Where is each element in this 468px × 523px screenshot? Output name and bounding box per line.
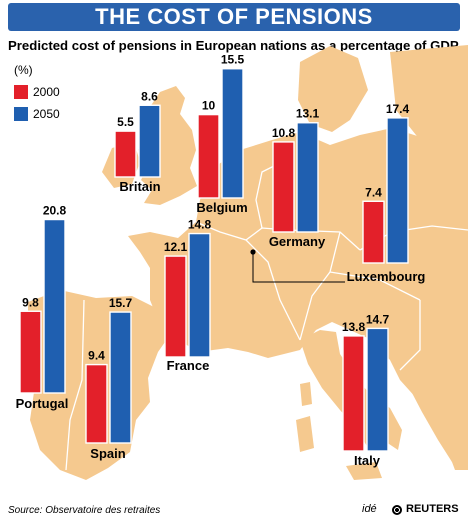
source-note: Source: Observatoire des retraites xyxy=(8,505,161,516)
credit-reuters: REUTERS xyxy=(406,503,459,515)
bar-portugal-2000 xyxy=(19,310,42,394)
legend-label-2050: 2050 xyxy=(33,107,60,121)
map-balkans xyxy=(400,360,468,470)
value-label-italy-2000: 13.8 xyxy=(342,320,366,334)
bar-france-2000 xyxy=(164,255,187,358)
value-label-britain-2050: 8.6 xyxy=(141,89,158,103)
bar-germany-2050 xyxy=(296,122,319,233)
luxembourg-dot xyxy=(250,249,256,255)
value-label-belgium-2050: 15.5 xyxy=(221,53,245,67)
bar-belgium-2050 xyxy=(221,68,244,199)
bar-portugal-2050 xyxy=(43,218,66,394)
title-banner: THE COST OF PENSIONS xyxy=(8,3,460,31)
bar-spain-2050 xyxy=(109,311,132,444)
country-label-spain: Spain xyxy=(90,446,125,461)
value-label-france-2050: 14.8 xyxy=(188,218,212,232)
value-label-france-2000: 12.1 xyxy=(164,240,188,254)
value-label-britain-2000: 5.5 xyxy=(117,115,134,129)
bar-group-portugal: 9.8 20.8 Portugal xyxy=(16,204,69,411)
country-label-italy: Italy xyxy=(354,453,381,468)
luxembourg-pointer xyxy=(252,253,345,283)
bar-group-france: 12.114.8 France xyxy=(164,218,212,373)
bar-italy-2050 xyxy=(366,327,389,452)
country-label-france: France xyxy=(167,358,210,373)
country-label-portugal: Portugal xyxy=(16,396,69,411)
bar-belgium-2000 xyxy=(197,113,220,199)
legend-swatch-2050 xyxy=(14,107,28,121)
bar-luxembourg-2050 xyxy=(386,117,409,264)
bar-group-belgium: 10 15.5 Belgium xyxy=(196,53,247,215)
map-sardinia xyxy=(296,416,314,452)
unit-label: (%) xyxy=(14,63,33,77)
value-label-luxembourg-2050: 17.4 xyxy=(386,102,410,116)
chart-subtitle: Predicted cost of pensions in European n… xyxy=(8,38,459,53)
bar-group-luxembourg: 7.4 17.4 Luxembourg xyxy=(347,102,426,284)
bar-group-spain: 9.4 15.7 Spain xyxy=(85,296,133,461)
map-scandinavia xyxy=(298,46,368,132)
value-label-portugal-2050: 20.8 xyxy=(43,204,67,218)
bar-germany-2000 xyxy=(272,141,295,233)
bar-group-italy: 13.814.7 Italy xyxy=(342,312,390,468)
bar-group-britain: 5.5 8.6 Britain xyxy=(114,89,161,194)
bar-britain-2000 xyxy=(114,130,137,178)
chart-title: THE COST OF PENSIONS xyxy=(95,4,373,29)
bar-luxembourg-2000 xyxy=(362,200,385,264)
bar-britain-2050 xyxy=(138,104,161,178)
value-label-germany-2000: 10.8 xyxy=(272,126,296,140)
bar-italy-2000 xyxy=(342,335,365,452)
value-label-luxembourg-2000: 7.4 xyxy=(365,185,382,199)
country-label-belgium: Belgium xyxy=(196,200,247,215)
bar-spain-2000 xyxy=(85,363,108,444)
map-sicily xyxy=(346,462,382,480)
value-label-belgium-2000: 10 xyxy=(202,99,216,113)
value-label-spain-2050: 15.7 xyxy=(109,296,133,310)
bar-groups: 5.5 8.6 Britain 10 15.5 Belgium 10.813.1 German… xyxy=(16,53,426,468)
reuters-logo-icon xyxy=(392,505,402,515)
value-label-portugal-2000: 9.8 xyxy=(22,295,39,309)
legend-label-2000: 2000 xyxy=(33,85,60,99)
bar-france-2050 xyxy=(188,232,211,358)
bar-group-germany: 10.813.1 Germany xyxy=(269,107,326,249)
country-label-britain: Britain xyxy=(119,179,160,194)
country-label-luxembourg: Luxembourg xyxy=(347,269,426,284)
value-label-germany-2050: 13.1 xyxy=(296,107,320,121)
credit-ide: idé xyxy=(362,503,377,515)
value-label-italy-2050: 14.7 xyxy=(366,312,390,326)
country-label-germany: Germany xyxy=(269,234,326,249)
map-eastern-top xyxy=(390,45,468,150)
value-label-spain-2000: 9.4 xyxy=(88,349,105,363)
legend-swatch-2000 xyxy=(14,85,28,99)
map-corsica xyxy=(300,382,312,406)
